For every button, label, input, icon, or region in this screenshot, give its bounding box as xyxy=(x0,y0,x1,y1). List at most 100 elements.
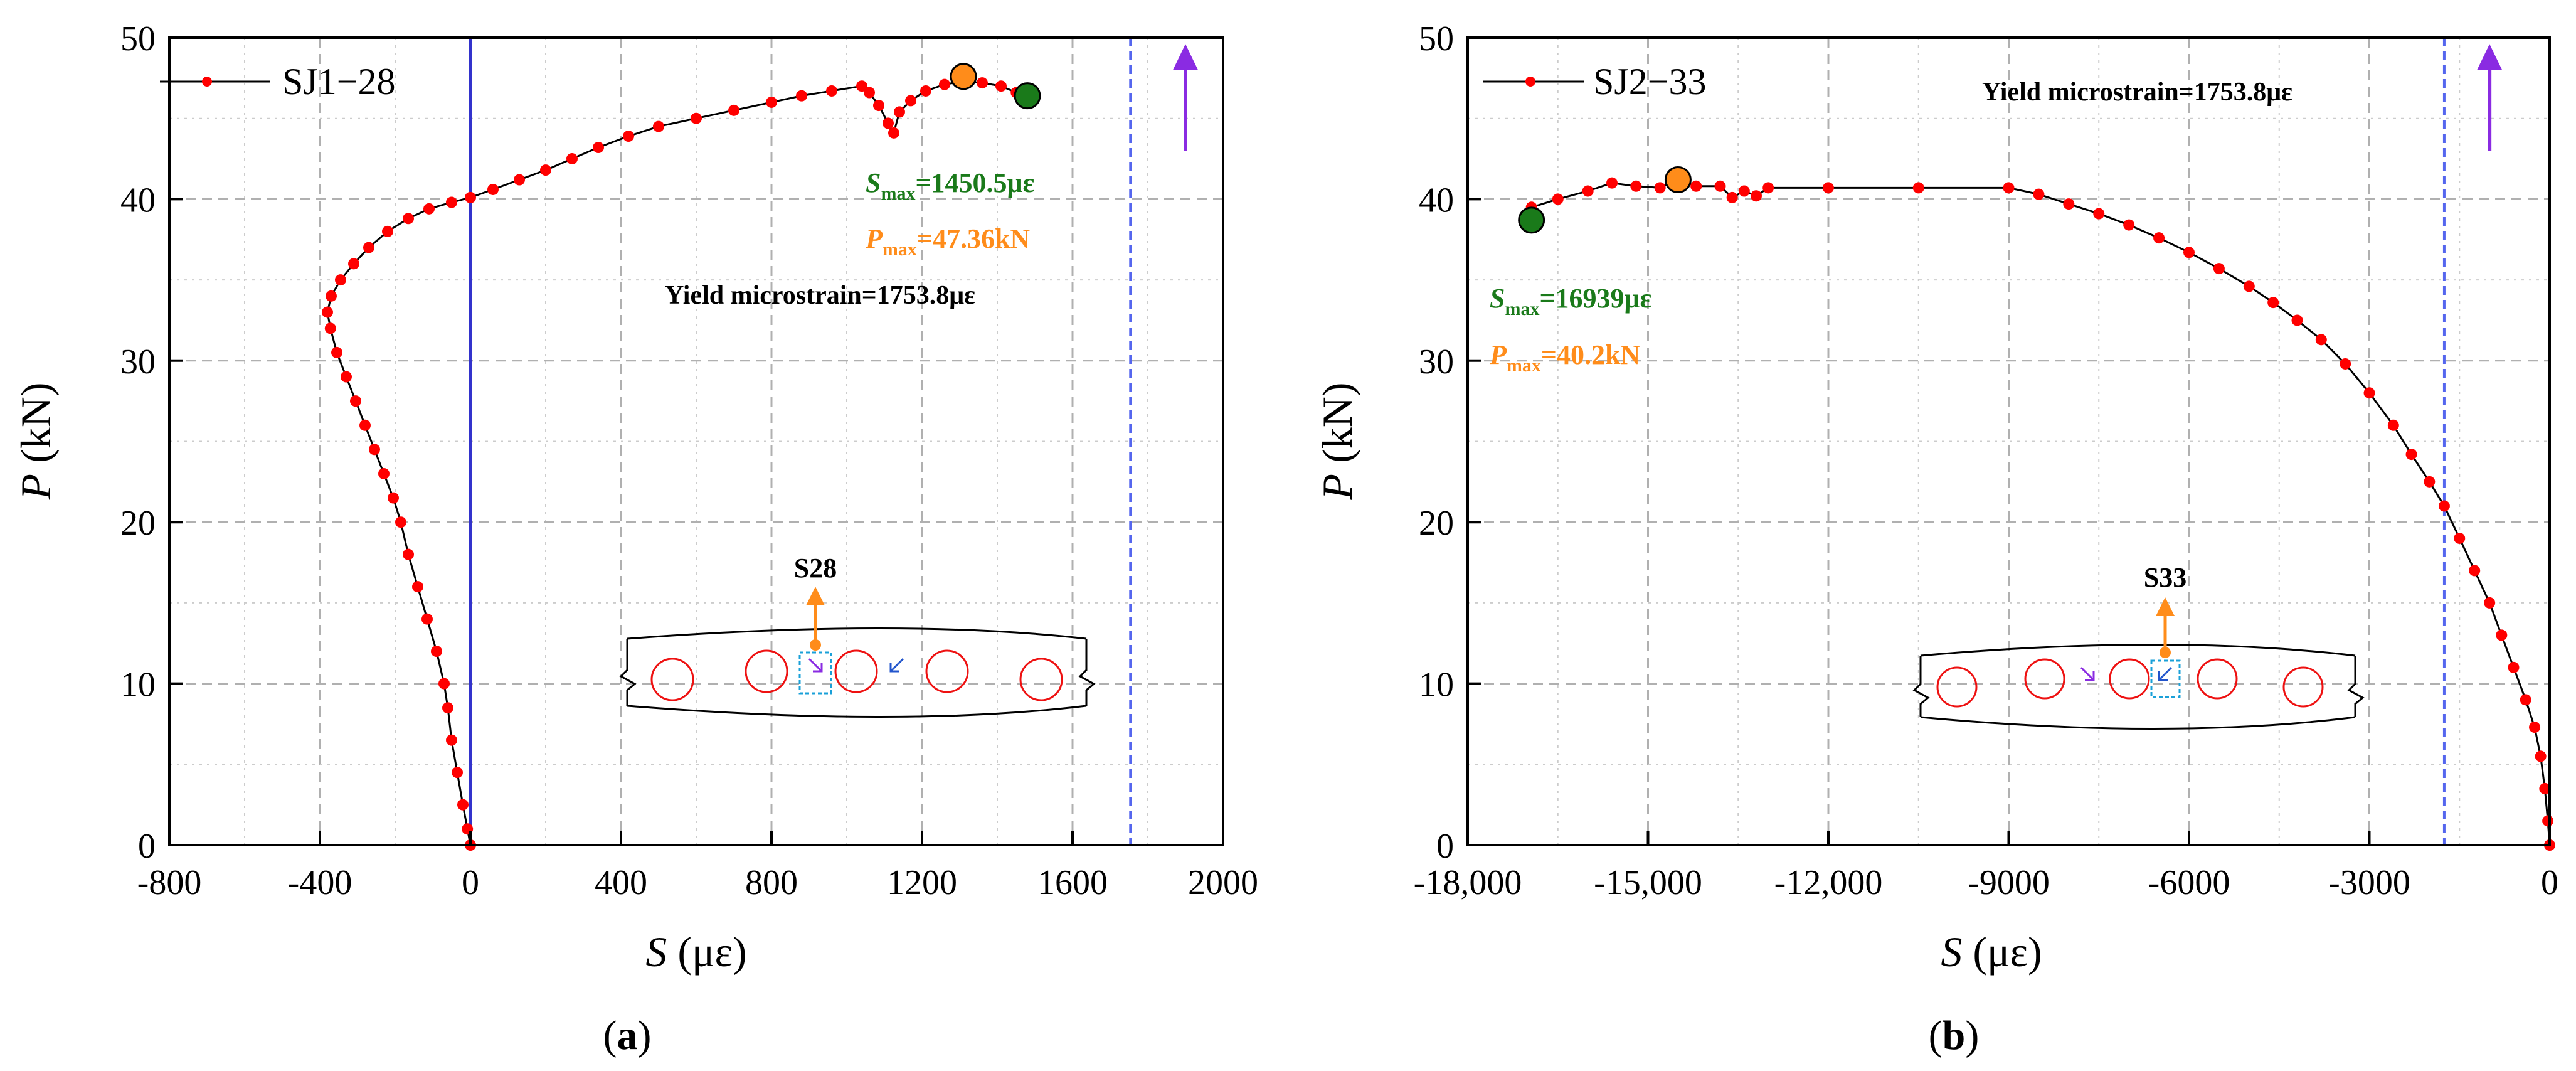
data-point xyxy=(653,120,664,132)
y-tick-label: 30 xyxy=(1419,343,1454,381)
slab-top-edge xyxy=(627,627,1087,640)
data-point xyxy=(363,242,374,253)
axis-ticks xyxy=(168,36,1224,846)
data-point xyxy=(623,131,634,142)
pmax-marker xyxy=(950,63,977,90)
x-tick-label: -12,000 xyxy=(1774,863,1883,902)
legend-marker xyxy=(1525,77,1535,87)
data-point xyxy=(894,106,905,118)
smax-marker xyxy=(1014,82,1041,110)
x-tick-label: -6000 xyxy=(2148,863,2230,902)
gauge-inset: S33 xyxy=(1912,562,2365,730)
data-point xyxy=(939,78,950,90)
data-point xyxy=(593,142,604,154)
data-point xyxy=(348,258,359,270)
hole xyxy=(2197,658,2238,700)
data-point xyxy=(2033,188,2045,200)
panel-label: (a) xyxy=(603,1013,652,1058)
pmax-annotation: Pmax=40.2kN xyxy=(1489,339,1640,376)
break-left xyxy=(619,639,637,706)
data-point xyxy=(369,444,380,456)
axis-ticks xyxy=(1466,36,2551,846)
x-tick-label: 800 xyxy=(745,863,798,902)
hole xyxy=(745,649,788,693)
y-tick-labels: 0 10 20 30 40 50 xyxy=(1419,19,1454,866)
data-point xyxy=(421,613,433,625)
legend-label: SJ1−28 xyxy=(282,61,396,102)
data-point xyxy=(1762,182,1774,194)
highlight-markers xyxy=(1518,166,1692,234)
data-point xyxy=(2535,750,2547,762)
y-tick-label: 10 xyxy=(120,666,156,705)
data-point xyxy=(2484,597,2496,609)
load-direction-arrow xyxy=(2477,44,2503,151)
data-point xyxy=(2153,232,2165,244)
grid xyxy=(1468,38,2550,845)
data-point xyxy=(888,127,899,139)
data-point xyxy=(359,419,371,431)
x-tick-label: -400 xyxy=(288,863,352,902)
annotations: Yield microstrain=1753.8με Smax=16939με … xyxy=(1489,78,2292,376)
data-point xyxy=(335,274,346,286)
pmax-annotation: Pmax=47.36kN xyxy=(865,223,1030,260)
pmax-marker xyxy=(1664,166,1692,194)
hole xyxy=(2109,658,2150,700)
slab-bottom-edge xyxy=(627,705,1087,718)
highlight-markers xyxy=(950,63,1041,110)
hole xyxy=(2282,666,2324,708)
data-point xyxy=(2454,532,2466,544)
data-point xyxy=(457,799,469,811)
data-point xyxy=(438,678,450,690)
y-tick-label: 40 xyxy=(1419,181,1454,220)
slab-bottom-edge xyxy=(1920,716,2356,730)
smax-annotation: Smax=1450.5με xyxy=(866,168,1034,204)
panel-b: -18,000 -15,000 -12,000 -9000 -6000 -3000 0 0 1… xyxy=(1313,19,2558,1058)
data-point xyxy=(442,702,453,714)
data-point xyxy=(324,322,336,334)
legend: SJ2−33 xyxy=(1483,61,1707,102)
data-point xyxy=(883,117,894,129)
arrow-head xyxy=(2477,44,2503,70)
slab-top-edge xyxy=(1920,644,2356,657)
series-markers xyxy=(1525,174,2555,851)
data-point xyxy=(1690,180,1702,192)
smax-annotation: Smax=16939με xyxy=(1490,283,1651,319)
data-point xyxy=(431,646,442,658)
x-tick-label: 1600 xyxy=(1037,863,1108,902)
data-point xyxy=(382,225,393,237)
x-tick-label: -18,000 xyxy=(1414,863,1522,902)
rotation-arrow xyxy=(808,658,823,673)
data-point xyxy=(322,306,333,318)
x-tick-labels: -18,000 -15,000 -12,000 -9000 -6000 -3000 0 xyxy=(1414,863,2558,902)
panel-label: (b) xyxy=(1929,1013,1980,1058)
x-axis-label: S (με) xyxy=(1941,928,2042,976)
data-point xyxy=(566,153,578,165)
x-tick-label: -3000 xyxy=(2328,863,2410,902)
data-point xyxy=(1751,190,1762,202)
x-tick-label: 400 xyxy=(595,863,647,902)
hole xyxy=(925,649,969,693)
data-point xyxy=(920,85,931,97)
break-left xyxy=(1912,656,1930,717)
rotation-arrow xyxy=(2158,666,2173,681)
data-point xyxy=(2387,419,2399,431)
panel-a: -800 -400 0 400 800 1200 1600 2000 01020304050 … xyxy=(12,19,1258,1058)
data-point xyxy=(2243,280,2255,292)
hole xyxy=(1936,666,1978,708)
data-point xyxy=(2539,782,2551,794)
x-tick-label: -800 xyxy=(137,863,202,902)
data-point xyxy=(2542,815,2554,827)
legend-marker xyxy=(202,77,212,87)
x-tick-label: 1200 xyxy=(887,863,957,902)
data-point xyxy=(2340,358,2351,370)
x-tick-label: 0 xyxy=(462,863,479,902)
y-tick-label: 30 xyxy=(120,343,156,381)
data-point xyxy=(2093,208,2105,220)
hole xyxy=(1019,658,1063,701)
data-point xyxy=(856,80,867,92)
load-direction-arrow xyxy=(1173,44,1198,151)
data-point xyxy=(2496,629,2508,641)
legend: SJ1−28 xyxy=(160,61,396,102)
data-point xyxy=(2469,565,2481,577)
data-point xyxy=(2529,722,2541,733)
